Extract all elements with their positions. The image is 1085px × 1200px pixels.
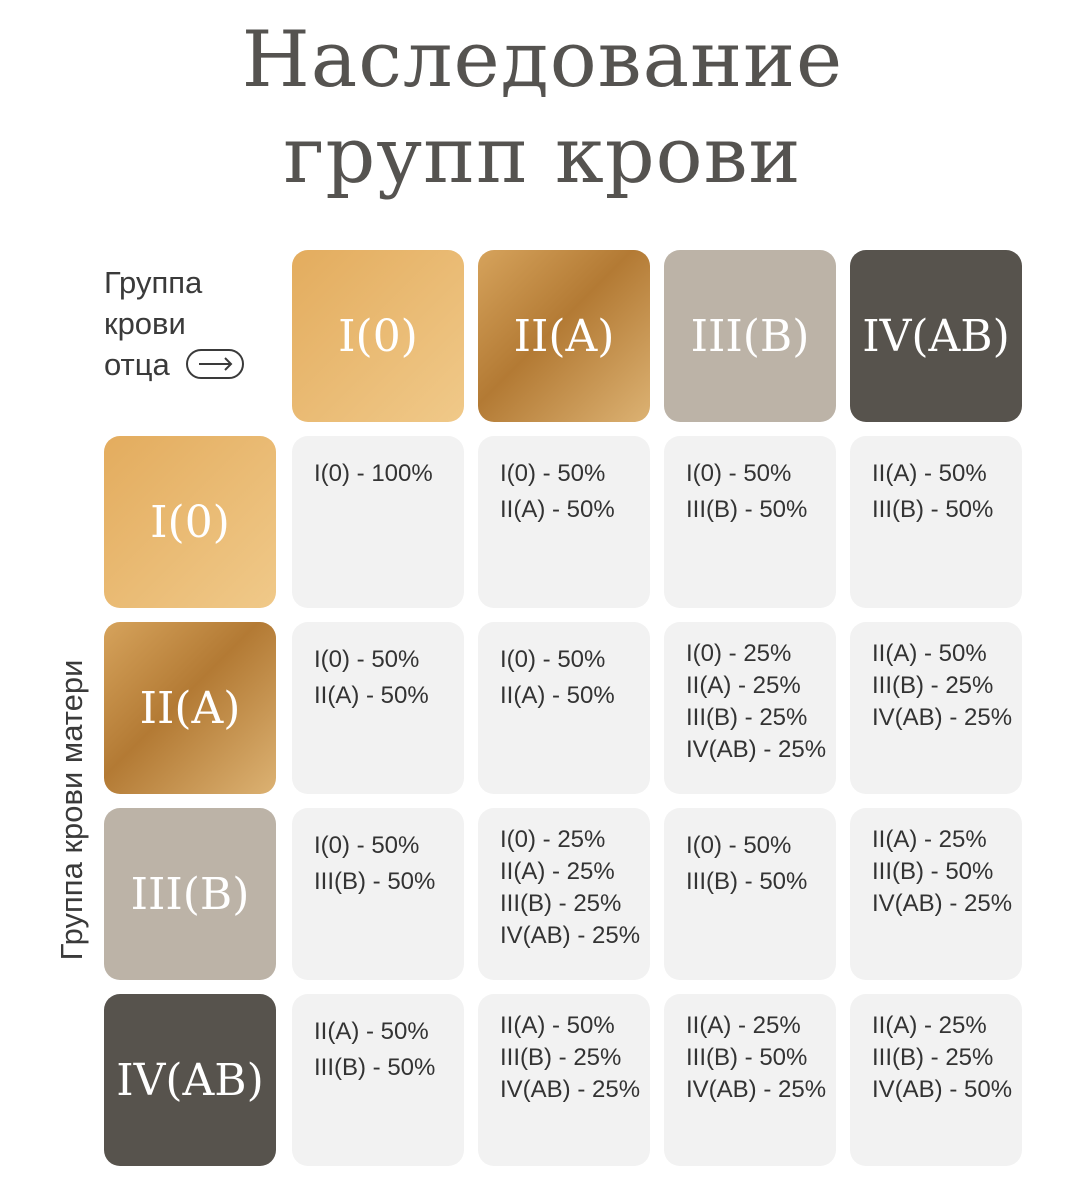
result-cell-iii-b-x-i-0: I(0) - 50% III(B) - 50%	[292, 808, 464, 980]
result-line: II(A) - 25%	[686, 1012, 801, 1039]
father-group-i-0: I(0)	[292, 250, 464, 422]
result-cell-iii-b-x-ii-a: I(0) - 25% II(A) - 25% III(B) - 25% IV(AB) …	[478, 808, 650, 980]
result-line: III(B) - 50%	[872, 858, 994, 885]
result-line: IV(AB) - 50%	[872, 1076, 1013, 1103]
result-line: II(A) - 25%	[686, 672, 801, 699]
result-line: III(B) - 25%	[686, 704, 808, 731]
result-line: III(B) - 50%	[872, 496, 994, 523]
result-line: I(0) - 25%	[500, 826, 606, 853]
father-label-line-2: крови	[104, 306, 186, 341]
result-line: III(B) - 25%	[500, 890, 622, 917]
result-line: II(A) - 50%	[500, 496, 615, 523]
result-line: III(B) - 50%	[314, 868, 436, 895]
result-cell-ii-a-x-iii-b: I(0) - 25% II(A) - 25% III(B) - 25% IV(AB) …	[664, 622, 836, 794]
result-line: I(0) - 50%	[500, 646, 606, 673]
mother-group-iv-ab: IV(AB)	[104, 994, 276, 1166]
father-group-iii-b: III(B)	[664, 250, 836, 422]
result-line: I(0) - 50%	[314, 832, 420, 859]
father-label-line-3-text: отца	[104, 347, 170, 382]
result-cell-iii-b-x-iv-ab: II(A) - 25% III(B) - 50% IV(AB) - 25%	[850, 808, 1022, 980]
result-cell-iv-ab-x-iii-b: II(A) - 25% III(B) - 50% IV(AB) - 25%	[664, 994, 836, 1166]
arrow-right-icon	[185, 348, 244, 379]
result-line: I(0) - 50%	[686, 460, 792, 487]
result-cell-i-0-x-iv-ab: II(A) - 50% III(B) - 50%	[850, 436, 1022, 608]
result-cell-i-0-x-ii-a: I(0) - 50% II(A) - 50%	[478, 436, 650, 608]
mother-group-iii-b: III(B)	[104, 808, 276, 980]
mother-group-i-0: I(0)	[104, 436, 276, 608]
result-cell-ii-a-x-ii-a: I(0) - 50% II(A) - 50%	[478, 622, 650, 794]
result-line: I(0) - 25%	[686, 640, 792, 667]
result-line: IV(AB) - 25%	[686, 1076, 827, 1103]
result-line: IV(AB) - 25%	[872, 704, 1013, 731]
title-line-2: групп крови	[283, 111, 802, 201]
result-line: II(A) - 50%	[500, 682, 615, 709]
result-line: III(B) - 25%	[872, 672, 994, 699]
result-line: II(A) - 50%	[500, 1012, 615, 1039]
page-title: Наследование групп крови	[0, 12, 1085, 204]
result-line: III(B) - 25%	[872, 1044, 994, 1071]
father-blood-group-label: Группа крови отца	[104, 262, 244, 385]
result-cell-i-0-x-iii-b: I(0) - 50% III(B) - 50%	[664, 436, 836, 608]
result-line: III(B) - 50%	[686, 868, 808, 895]
result-line: I(0) - 100%	[314, 460, 433, 487]
result-cell-iv-ab-x-iv-ab: II(A) - 25% III(B) - 25% IV(AB) - 50%	[850, 994, 1022, 1166]
result-line: II(A) - 25%	[500, 858, 615, 885]
result-cell-iv-ab-x-ii-a: II(A) - 50% III(B) - 25% IV(AB) - 25%	[478, 994, 650, 1166]
mother-group-ii-a: II(A)	[104, 622, 276, 794]
title-line-1: Наследование	[241, 15, 844, 105]
result-cell-iii-b-x-iii-b: I(0) - 50% III(B) - 50%	[664, 808, 836, 980]
result-line: III(B) - 50%	[314, 1054, 436, 1081]
result-line: II(A) - 25%	[872, 1012, 987, 1039]
result-line: III(B) - 50%	[686, 496, 808, 523]
result-line: IV(AB) - 25%	[686, 736, 827, 763]
result-line: II(A) - 50%	[872, 640, 987, 667]
result-line: III(B) - 50%	[686, 1044, 808, 1071]
result-line: II(A) - 50%	[314, 1018, 429, 1045]
result-cell-i-0-x-i-0: I(0) - 100%	[292, 436, 464, 608]
result-line: I(0) - 50%	[500, 460, 606, 487]
result-line: II(A) - 50%	[872, 460, 987, 487]
mother-blood-group-label: Группа крови матери	[54, 659, 89, 961]
result-line: IV(AB) - 25%	[872, 890, 1013, 917]
result-line: I(0) - 50%	[686, 832, 792, 859]
result-line: III(B) - 25%	[500, 1044, 622, 1071]
result-line: IV(AB) - 25%	[500, 1076, 641, 1103]
father-label-line-3: отца	[104, 344, 244, 385]
father-label-line-1: Группа	[104, 265, 203, 300]
result-line: IV(AB) - 25%	[500, 922, 641, 949]
result-line: I(0) - 50%	[314, 646, 420, 673]
result-line: II(A) - 25%	[872, 826, 987, 853]
father-group-iv-ab: IV(AB)	[850, 250, 1022, 422]
result-cell-ii-a-x-i-0: I(0) - 50% II(A) - 50%	[292, 622, 464, 794]
result-line: II(A) - 50%	[314, 682, 429, 709]
father-group-ii-a: II(A)	[478, 250, 650, 422]
result-cell-ii-a-x-iv-ab: II(A) - 50% III(B) - 25% IV(AB) - 25%	[850, 622, 1022, 794]
result-cell-iv-ab-x-i-0: II(A) - 50% III(B) - 50%	[292, 994, 464, 1166]
